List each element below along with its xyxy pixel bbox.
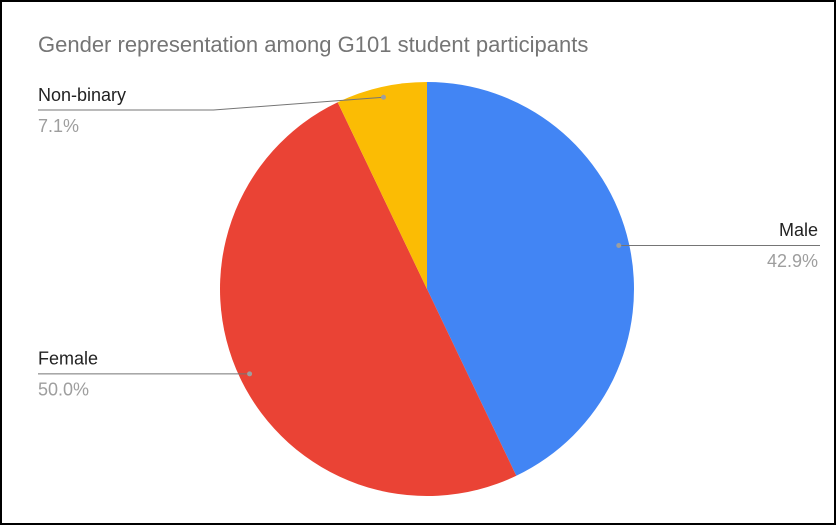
pie-slice: [219, 102, 517, 496]
slice-value-label: 7.1%: [38, 116, 79, 136]
pie-slice: [427, 82, 634, 476]
chart-title: Gender representation among G101 student…: [38, 32, 588, 57]
leader-dot: [380, 94, 386, 100]
leader-dot: [247, 371, 253, 377]
leader-dot: [616, 242, 622, 248]
pie-slice: [337, 82, 427, 289]
slice-label: Female: [38, 349, 98, 369]
slice-value-label: 42.9%: [767, 251, 818, 271]
slice-value-label: 50.0%: [38, 380, 89, 400]
leader-line: [38, 96, 384, 111]
slice-label: Male: [779, 220, 818, 240]
slice-label: Non-binary: [38, 85, 126, 105]
